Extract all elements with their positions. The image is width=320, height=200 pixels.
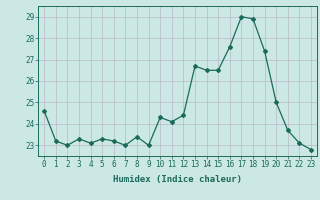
X-axis label: Humidex (Indice chaleur): Humidex (Indice chaleur) bbox=[113, 175, 242, 184]
